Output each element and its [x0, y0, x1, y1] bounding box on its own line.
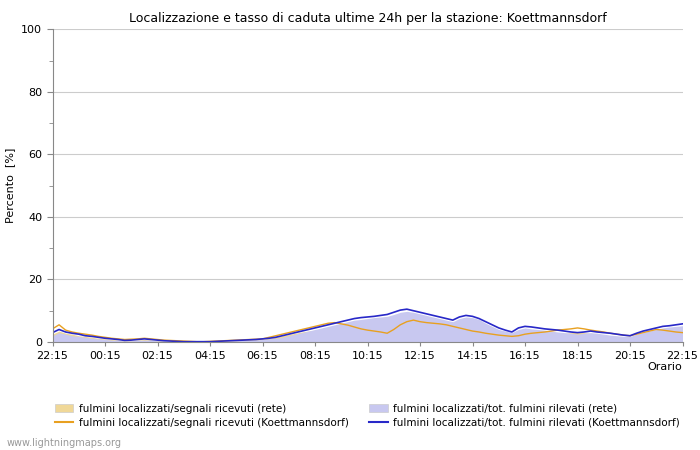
Title: Localizzazione e tasso di caduta ultime 24h per la stazione: Koettmannsdorf: Localizzazione e tasso di caduta ultime …	[129, 12, 606, 25]
Text: www.lightningmaps.org: www.lightningmaps.org	[7, 438, 122, 448]
Y-axis label: Percento  [%]: Percento [%]	[6, 148, 15, 223]
Legend: fulmini localizzati/segnali ricevuti (rete), fulmini localizzati/segnali ricevut: fulmini localizzati/segnali ricevuti (re…	[55, 404, 680, 428]
Text: Orario: Orario	[648, 362, 682, 372]
